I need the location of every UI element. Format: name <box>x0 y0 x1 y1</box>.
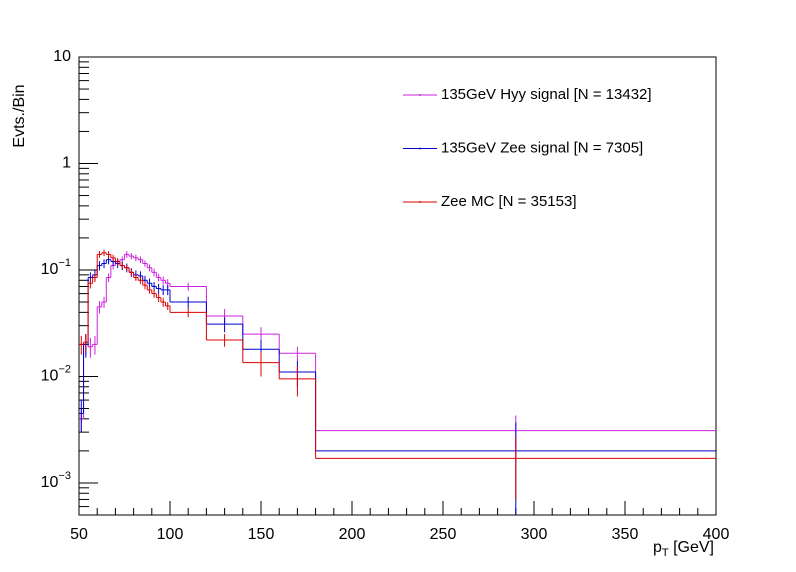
y-axis-label: Evts./Bin <box>11 84 28 147</box>
x-tick-label: 400 <box>703 526 730 543</box>
legend-label: 135GeV Zee signal [N = 7305] <box>441 139 643 156</box>
x-tick-label: 150 <box>248 526 275 543</box>
x-tick-label: 100 <box>157 526 184 543</box>
x-tick-label: 250 <box>430 526 457 543</box>
legend-label: Zee MC [N = 35153] <box>441 193 576 210</box>
legend-label: 135GeV Hyy signal [N = 13432] <box>441 86 652 103</box>
y-tick-label: 10 <box>53 48 71 65</box>
x-tick-label: 200 <box>339 526 366 543</box>
y-tick-label: 10−2 <box>41 363 71 384</box>
y-tick-label: 10−1 <box>41 257 71 278</box>
y-tick-label: 1 <box>62 155 71 172</box>
x-tick-label: 50 <box>70 526 88 543</box>
x-tick-label: 300 <box>521 526 548 543</box>
plot-area <box>79 249 716 515</box>
x-axis-label: pT [GeV] <box>653 539 714 559</box>
y-tick-label: 10−3 <box>41 470 71 491</box>
x-tick-label: 350 <box>612 526 639 543</box>
